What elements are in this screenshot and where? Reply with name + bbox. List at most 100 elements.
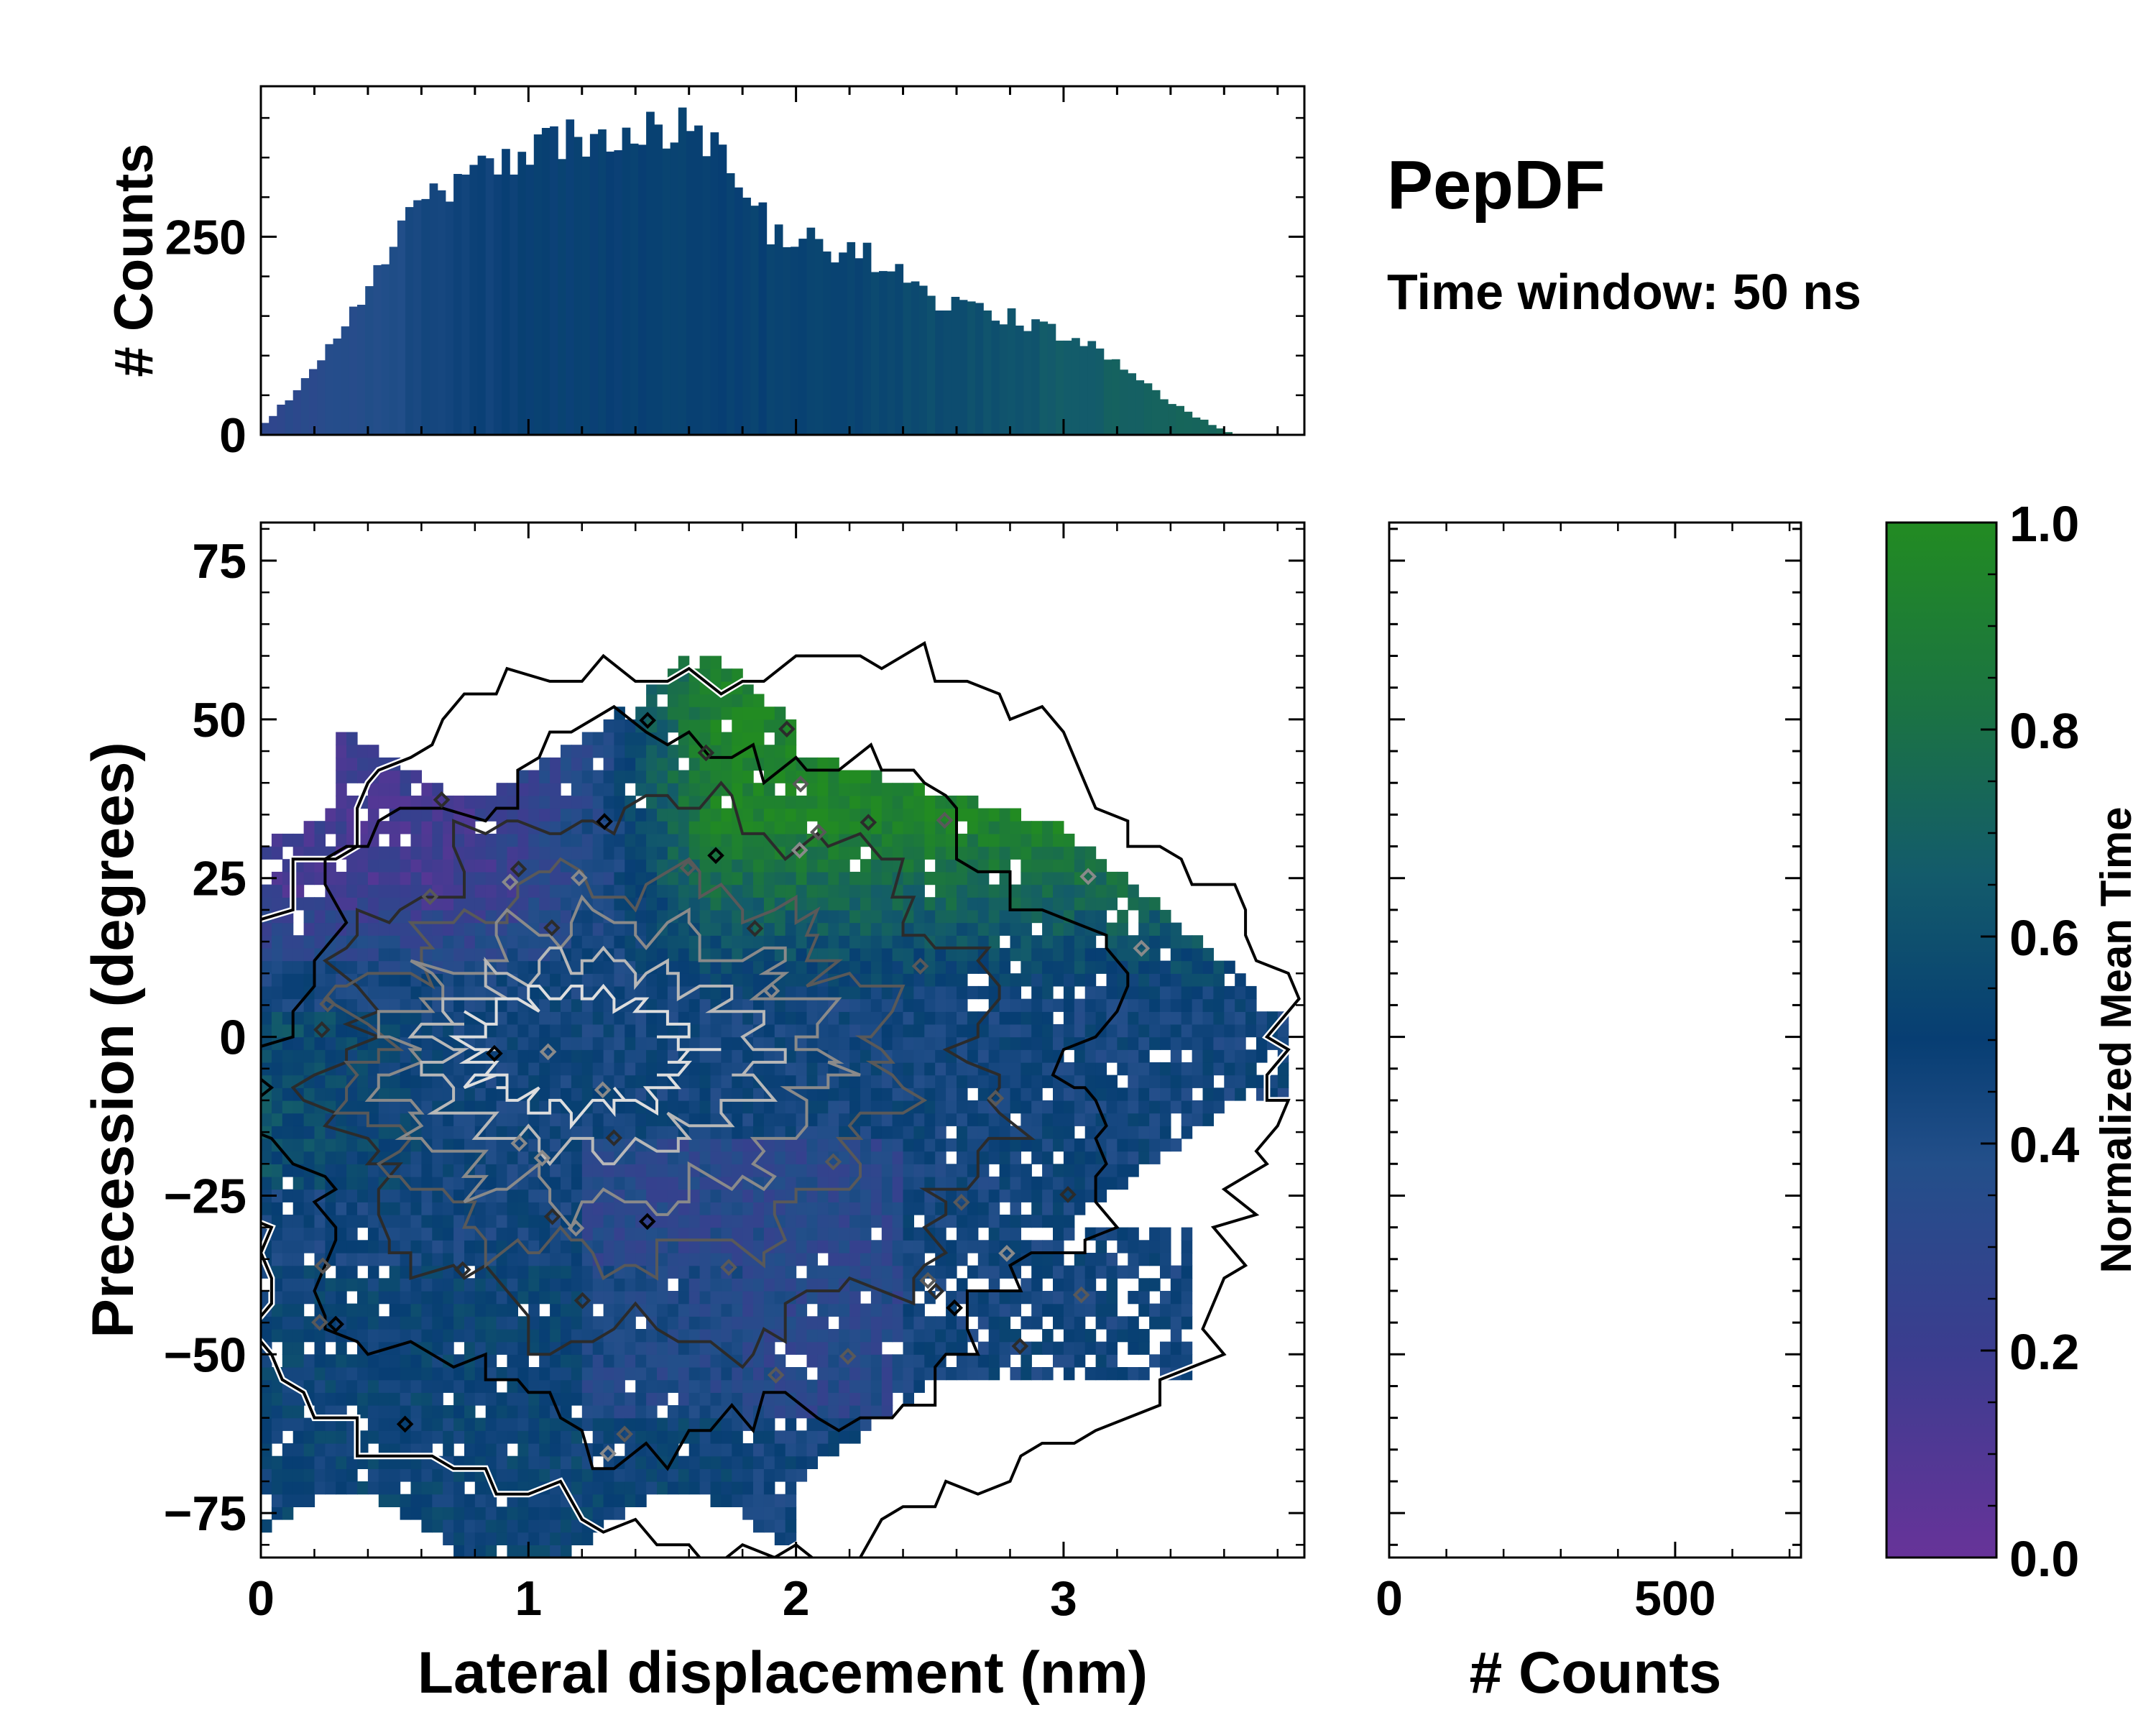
heatmap-cell — [893, 1215, 904, 1228]
heatmap-cell — [957, 1367, 968, 1380]
heatmap-cell — [486, 935, 497, 948]
heatmap-cell — [957, 1177, 968, 1190]
heatmap-cell — [475, 1202, 487, 1215]
heatmap-cell — [539, 999, 550, 1012]
heatmap-cell — [1064, 1278, 1075, 1291]
heatmap-cell — [828, 1024, 839, 1037]
heatmap-cell — [882, 821, 893, 834]
heatmap-cell — [261, 1405, 272, 1418]
heatmap-cell — [1149, 1151, 1161, 1164]
heatmap-cell — [668, 758, 679, 770]
heatmap-cell — [1074, 1342, 1086, 1355]
heatmap-cell — [828, 1087, 839, 1100]
heatmap-cell — [550, 1100, 561, 1113]
heatmap-cell — [764, 999, 775, 1012]
heatmap-cell — [1010, 821, 1022, 834]
heatmap-cell — [689, 1037, 701, 1050]
heatmap-cell — [893, 1354, 904, 1367]
heatmap-cell — [561, 1011, 572, 1024]
heatmap-cell — [732, 1380, 743, 1393]
heatmap-cell — [913, 897, 925, 910]
heatmap-cell — [817, 859, 829, 872]
heatmap-cell — [721, 1329, 732, 1342]
heatmap-cell — [293, 1278, 305, 1291]
heatmap-cell — [282, 1049, 294, 1062]
heatmap-cell — [1064, 1113, 1075, 1126]
heatmap-cell — [882, 1367, 893, 1380]
heatmap-cell — [1010, 1062, 1022, 1075]
heatmap-cell — [689, 1177, 701, 1190]
heatmap-cell — [807, 1240, 819, 1253]
heatmap-cell — [625, 1481, 636, 1494]
heatmap-cell — [390, 1392, 401, 1405]
heatmap-cell — [357, 1190, 369, 1202]
heatmap-cell — [828, 1380, 839, 1393]
heatmap-cell — [711, 770, 722, 783]
heatmap-cell — [282, 923, 294, 936]
heatmap-cell — [475, 847, 487, 860]
heatmap-cell — [721, 1075, 732, 1088]
heatmap-cell — [1213, 1011, 1225, 1024]
top-histogram-bar — [486, 158, 494, 435]
heatmap-cell — [272, 1494, 283, 1507]
heatmap-cell — [432, 1228, 443, 1241]
heatmap-cell — [839, 1202, 850, 1215]
heatmap-cell — [336, 1468, 347, 1481]
heatmap-cell — [390, 1354, 401, 1367]
heatmap-cell — [582, 821, 594, 834]
heatmap-cell — [689, 719, 701, 732]
heatmap-cell — [421, 1430, 433, 1443]
heatmap-cell — [497, 999, 508, 1012]
heatmap-cell — [807, 1087, 819, 1100]
heatmap-cell — [571, 948, 583, 961]
heatmap-cell — [272, 1100, 283, 1113]
heatmap-cell — [935, 1062, 946, 1075]
heatmap-cell — [625, 1075, 636, 1088]
heatmap-cell — [346, 1266, 358, 1279]
heatmap-cell — [860, 1253, 872, 1266]
heatmap-cell — [635, 1342, 647, 1355]
heatmap-cell — [1171, 935, 1182, 948]
heatmap-cell — [614, 1481, 625, 1494]
heatmap-cell — [753, 796, 765, 809]
heatmap-cell — [475, 872, 487, 885]
heatmap-cell — [764, 1113, 775, 1126]
heatmap-cell — [1128, 1138, 1139, 1151]
heatmap-cell — [346, 1215, 358, 1228]
heatmap-cell — [924, 1100, 936, 1113]
heatmap-cell — [561, 999, 572, 1012]
heatmap-cell — [517, 1519, 529, 1532]
heatmap-cell — [432, 1190, 443, 1202]
heatmap-cell — [1042, 1075, 1054, 1088]
heatmap-cell — [582, 758, 594, 770]
heatmap-cell — [849, 999, 861, 1012]
top-histogram-bar — [895, 264, 903, 435]
heatmap-cell — [753, 1240, 765, 1253]
top-histogram-bar — [952, 297, 960, 435]
heatmap-cell — [528, 1113, 540, 1126]
heatmap-cell — [346, 1177, 358, 1190]
heatmap-cell — [614, 1494, 625, 1507]
heatmap-cell — [1138, 961, 1150, 974]
heatmap-cell — [475, 1164, 487, 1177]
heatmap-cell — [517, 796, 529, 809]
heatmap-cell — [625, 732, 636, 745]
heatmap-cell — [635, 1202, 647, 1215]
heatmap-cell — [357, 935, 369, 948]
heatmap-cell — [1192, 1049, 1204, 1062]
top-histogram-bar — [831, 262, 839, 435]
heatmap-cell — [668, 847, 679, 860]
heatmap-cell — [282, 1418, 294, 1431]
heatmap-cell — [432, 1392, 443, 1405]
heatmap-cell — [336, 1164, 347, 1177]
heatmap-cell — [604, 783, 615, 796]
heatmap-cell — [357, 872, 369, 885]
heatmap-cell — [646, 1367, 658, 1380]
heatmap-cell — [764, 1316, 775, 1329]
heatmap-cell — [828, 859, 839, 872]
heatmap-cell — [614, 923, 625, 936]
heatmap-cell — [871, 1291, 883, 1304]
heatmap-cell — [561, 1151, 572, 1164]
heatmap-cell — [604, 1113, 615, 1126]
heatmap-cell — [1149, 1316, 1161, 1329]
